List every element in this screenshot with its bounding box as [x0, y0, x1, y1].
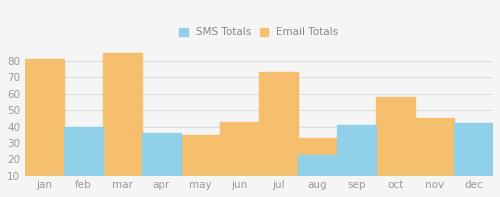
Legend: SMS Totals, Email Totals: SMS Totals, Email Totals	[180, 27, 338, 37]
Polygon shape	[25, 123, 493, 192]
Polygon shape	[25, 53, 493, 176]
